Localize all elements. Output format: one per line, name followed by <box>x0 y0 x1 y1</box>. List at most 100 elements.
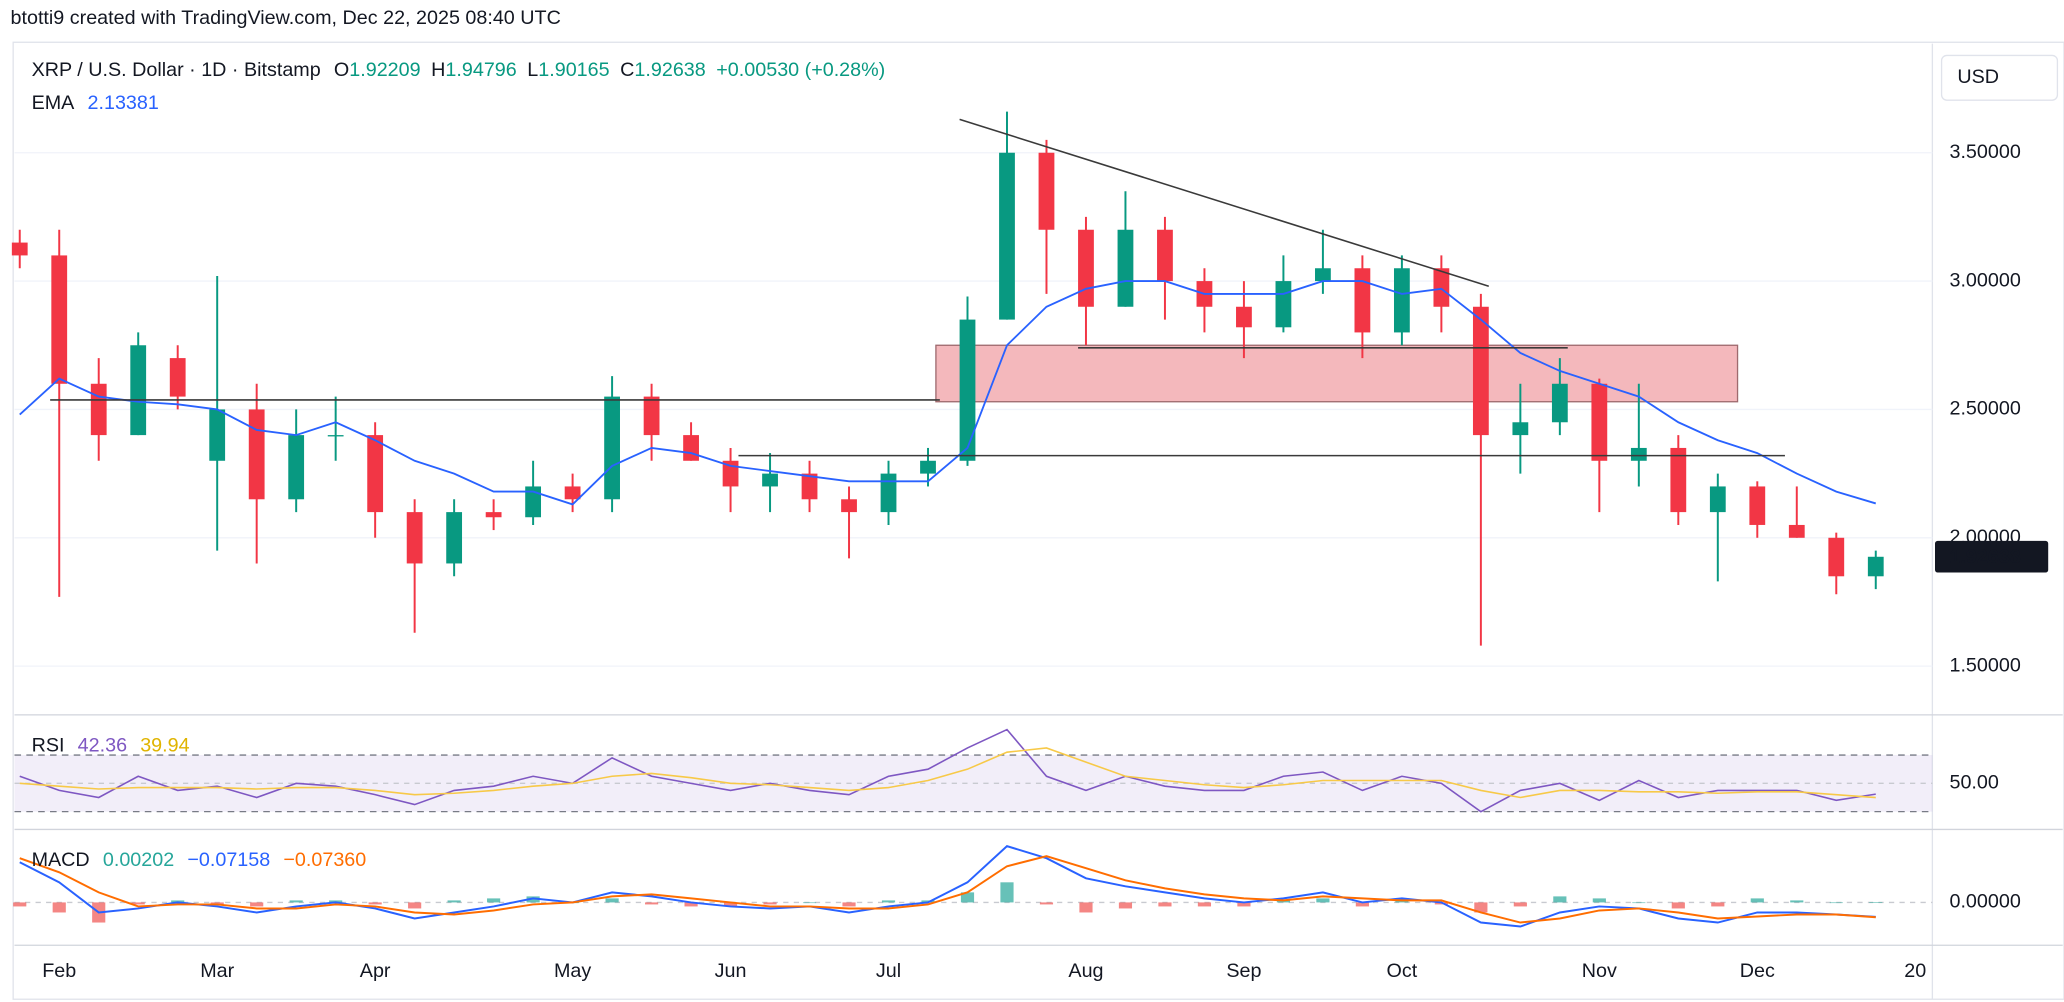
candle-body <box>1157 229 1173 282</box>
candle-body <box>1512 422 1529 436</box>
histogram-bar <box>1553 896 1567 903</box>
histogram-bar <box>1869 902 1883 903</box>
candle-body <box>959 319 976 461</box>
ohlc-value: 1.92638 <box>634 59 705 81</box>
candle-body <box>999 152 1015 320</box>
histogram-bar <box>1711 902 1725 907</box>
candle-body <box>801 473 818 500</box>
symbol-title: XRP / U.S. Dollar · 1D · Bitstamp <box>32 59 321 81</box>
ohlc-label: L <box>527 59 538 81</box>
histogram-bar <box>684 902 698 907</box>
candle-body <box>1709 486 1726 513</box>
ema-name: EMA <box>32 92 76 114</box>
legend-rsi: RSI 42.36 39.94 <box>32 735 190 757</box>
zone-box <box>935 344 1739 403</box>
candle-body <box>683 435 699 461</box>
signal-value: −0.07360 <box>283 849 366 871</box>
currency-label[interactable]: USD <box>1957 66 1999 88</box>
x-tick-label: May <box>554 960 591 982</box>
histogram-bar <box>605 898 619 903</box>
y-tick-label: 1.50000 <box>1949 654 2020 676</box>
candle-body <box>367 435 384 513</box>
change: +0.00530 (+0.28%) <box>716 59 885 81</box>
x-tick-label: Feb <box>42 960 76 982</box>
candle-body <box>1749 486 1766 525</box>
histogram-bar <box>1276 900 1290 903</box>
candle-body <box>1236 306 1252 328</box>
ema-value: 2.13381 <box>88 92 159 114</box>
candle-body <box>880 473 897 513</box>
histogram-bar <box>842 902 856 907</box>
candle-body <box>1078 229 1094 307</box>
candle-body <box>1038 152 1055 230</box>
candle-body <box>11 242 28 256</box>
histogram-bar <box>329 900 343 903</box>
histogram-bar <box>52 902 66 913</box>
histogram-bar <box>1750 898 1764 903</box>
histogram-bar <box>1316 898 1330 903</box>
candle-body <box>1670 447 1687 513</box>
histogram-bar <box>1237 902 1251 907</box>
rsi-title: RSI <box>32 735 65 757</box>
x-tick-label: Aug <box>1068 960 1103 982</box>
x-tick-label: Nov <box>1582 960 1617 982</box>
candle-body <box>841 499 857 513</box>
header: btotti9 created with TradingView.com, De… <box>11 7 561 29</box>
legend-main: XRP / U.S. Dollar · 1D · Bitstamp O1.9220… <box>32 59 886 81</box>
histogram-bar <box>1000 882 1014 903</box>
histogram-bar <box>1632 902 1646 904</box>
y-tick-label: 0.00000 <box>1949 891 2020 913</box>
macd-line <box>19 845 1876 928</box>
histogram-bar <box>802 902 817 904</box>
legend-macd: MACD 0.00202 −0.07158 −0.07360 <box>32 849 367 871</box>
macd-title: MACD <box>32 849 90 871</box>
x-tick-label: 20 <box>1904 960 1926 982</box>
ohlc-value: 1.94796 <box>445 59 516 81</box>
histogram-bar <box>171 900 185 903</box>
y-tick-label: 3.50000 <box>1949 141 2020 163</box>
candle-body <box>1591 383 1608 461</box>
candle-body <box>51 255 68 384</box>
rsi-ma-value: 39.94 <box>140 735 189 757</box>
candle-body <box>209 409 226 461</box>
price-tag <box>1935 540 2049 573</box>
histogram-bar <box>1474 902 1488 913</box>
y-tick-label: 50.00 <box>1949 772 1998 794</box>
candle-body <box>1393 268 1410 333</box>
candle-body <box>1630 447 1647 461</box>
histogram-bar <box>1592 898 1606 903</box>
x-tick-label: Apr <box>360 960 391 982</box>
histogram-bar <box>447 900 461 903</box>
price-tag-label: 1.92638 <box>1949 546 2020 568</box>
candle-body <box>1788 524 1805 538</box>
trend-line <box>959 118 1490 287</box>
candle-body <box>525 486 542 518</box>
histogram-bar <box>1079 902 1093 913</box>
histogram-bar <box>1355 902 1369 907</box>
candle-body <box>1354 268 1371 333</box>
histogram-bar <box>763 902 777 905</box>
candle-body <box>288 435 305 500</box>
x-tick-label: Jul <box>876 960 901 982</box>
candle-body <box>248 409 265 500</box>
ohlc-value: 1.90165 <box>538 59 609 81</box>
ohlc-value: 1.92209 <box>349 59 420 81</box>
x-tick-label: Dec <box>1740 960 1775 982</box>
candle-body <box>446 512 463 564</box>
rsi-value: 42.36 <box>78 735 127 757</box>
ohlc-label: O <box>334 59 349 81</box>
candle-body <box>762 473 778 487</box>
y-tick-label: 2.50000 <box>1949 398 2020 420</box>
candle-body <box>920 460 936 474</box>
candle-body <box>130 345 147 436</box>
currency-button[interactable] <box>1940 54 2059 101</box>
histogram-bar <box>881 900 896 903</box>
ema-line <box>19 280 1877 506</box>
candle-body <box>1472 306 1489 436</box>
candle-body <box>1275 281 1292 328</box>
candle-body <box>327 435 344 437</box>
histogram-bar <box>131 902 145 905</box>
histogram-value: 0.00202 <box>103 849 174 871</box>
